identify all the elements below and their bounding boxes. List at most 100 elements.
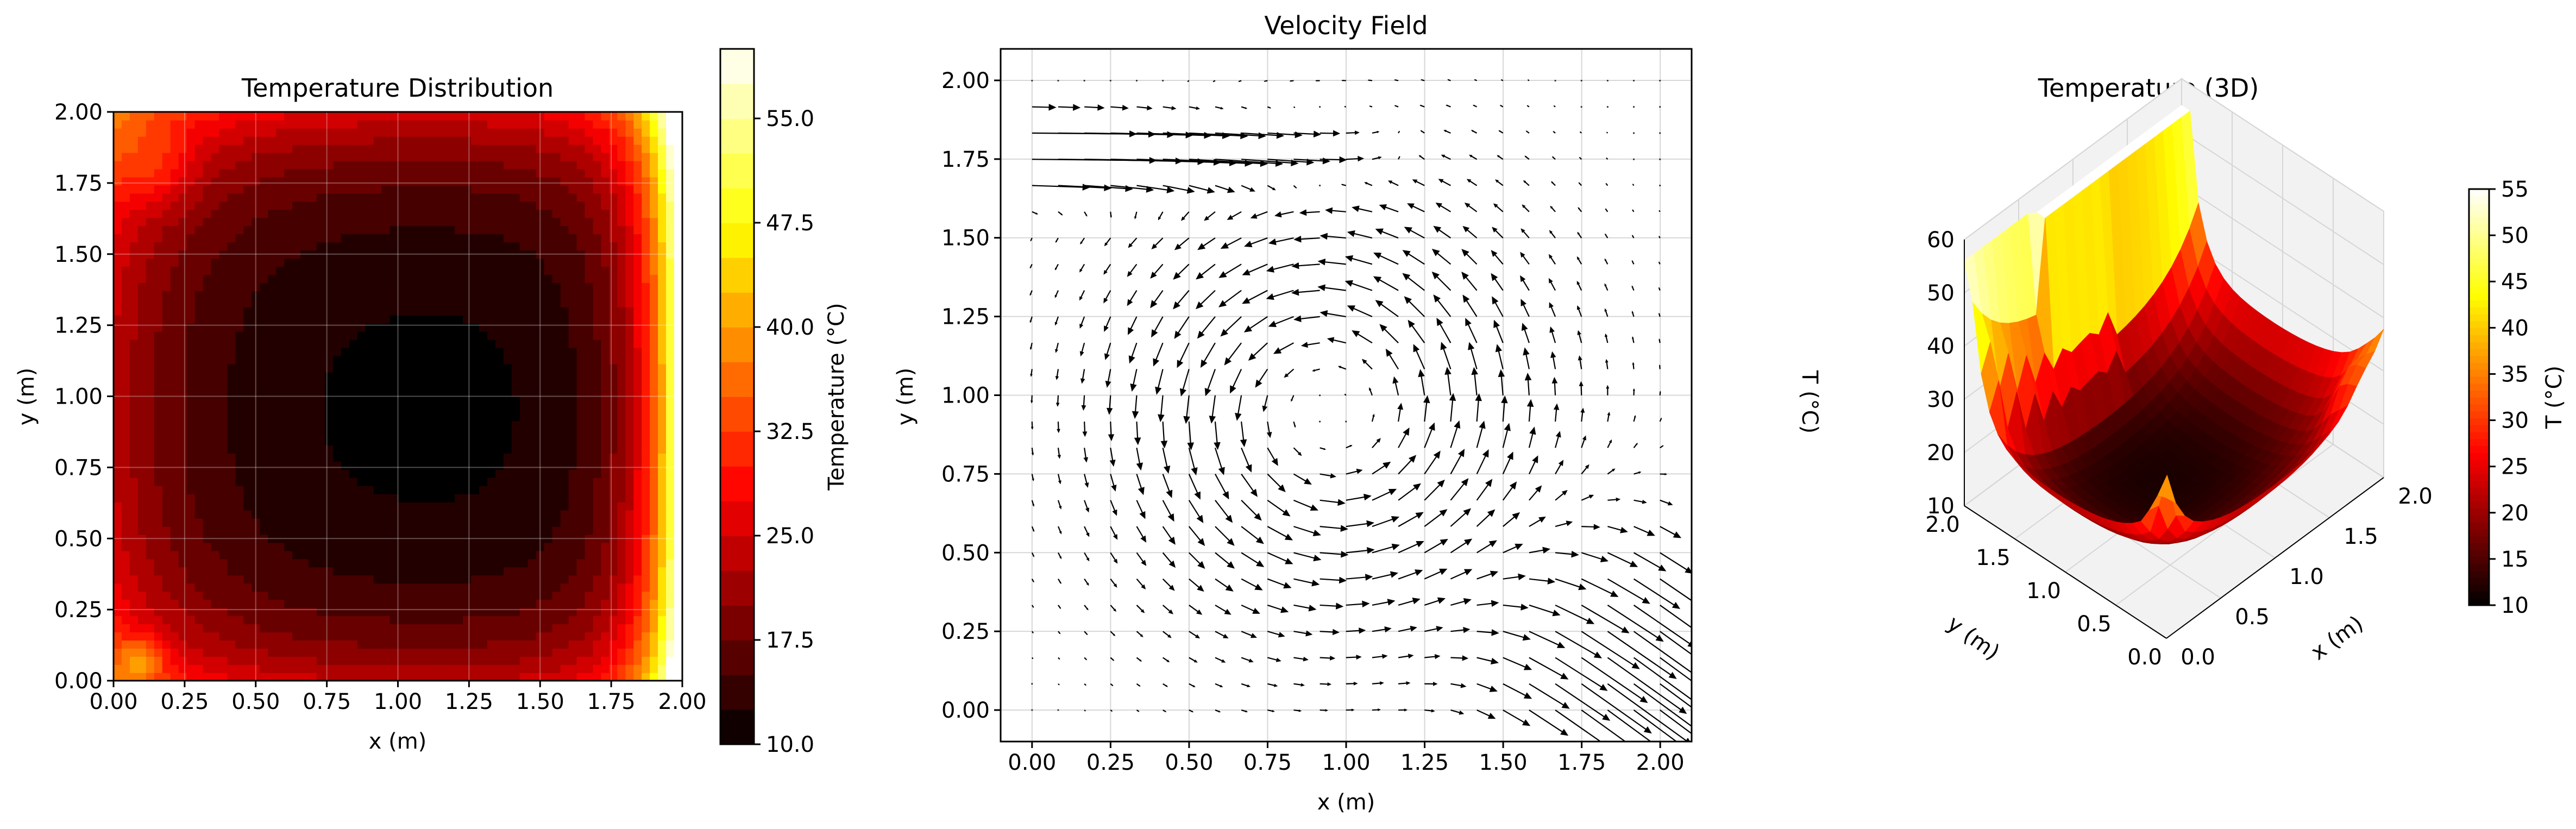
- contour-cell: [406, 599, 415, 608]
- contour-cell: [162, 234, 171, 243]
- contour-cell: [527, 445, 537, 454]
- contour-cell: [552, 420, 561, 430]
- contour-cell: [203, 177, 212, 186]
- contour-cell: [324, 534, 334, 543]
- contour-cell: [381, 323, 391, 332]
- contour-cell: [576, 510, 586, 519]
- contour-cell: [349, 575, 358, 584]
- contour-cell: [121, 347, 130, 356]
- contour-cell: [552, 396, 561, 405]
- contour-cell: [154, 315, 163, 324]
- contour-cell: [544, 388, 553, 397]
- contour-cell: [154, 648, 163, 657]
- contour-cell: [203, 575, 212, 584]
- contour-cell: [268, 550, 277, 560]
- contour-cell: [349, 567, 358, 576]
- contour-cell: [625, 461, 634, 470]
- contour-cell: [479, 558, 488, 568]
- contour-cell: [609, 493, 618, 503]
- contour-cell: [146, 274, 155, 283]
- contour-cell: [666, 412, 675, 422]
- contour-cell: [438, 323, 448, 332]
- contour-cell: [389, 429, 399, 438]
- contour-cell: [324, 209, 334, 218]
- contour-cell: [154, 339, 163, 348]
- contour-cell: [406, 193, 415, 202]
- contour-cell: [463, 550, 472, 560]
- contour-cell: [398, 282, 407, 291]
- contour-cell: [633, 404, 643, 413]
- contour-cell: [300, 177, 309, 186]
- contour-cell: [463, 160, 472, 169]
- contour-cell: [593, 323, 602, 332]
- contour-cell: [137, 168, 147, 178]
- contour-cell: [260, 501, 268, 511]
- contour-cell: [576, 315, 586, 324]
- contour-cell: [114, 258, 122, 267]
- contour-cell: [422, 616, 431, 625]
- contour-cell: [316, 185, 325, 194]
- contour-cell: [414, 575, 423, 584]
- contour-cell: [666, 185, 675, 194]
- contour-cell: [332, 193, 342, 202]
- contour-cell: [389, 567, 399, 576]
- contour-cell: [503, 185, 512, 194]
- contour-cell: [162, 501, 171, 511]
- contour-cell: [194, 501, 204, 511]
- contour-cell: [552, 388, 561, 397]
- contour-cell: [438, 234, 448, 243]
- contour-cell: [268, 510, 277, 519]
- contour-cell: [650, 591, 658, 600]
- contour-cell: [406, 412, 415, 422]
- contour-cell: [552, 209, 561, 218]
- contour-cell: [422, 234, 431, 243]
- contour-cell: [495, 583, 504, 592]
- contour-cell: [642, 225, 650, 235]
- contour-cell: [276, 558, 285, 568]
- contour-cell: [527, 583, 537, 592]
- contour-cell: [349, 144, 358, 153]
- contour-cell: [414, 120, 423, 129]
- contour-cell: [617, 258, 626, 267]
- contour-cell: [284, 331, 293, 340]
- contour-cell: [674, 380, 682, 389]
- contour-cell: [447, 396, 455, 405]
- contour-cell: [316, 599, 325, 608]
- contour-cell: [463, 372, 472, 381]
- contour-cell: [536, 185, 545, 194]
- contour-cell: [406, 437, 415, 446]
- contour-cell: [243, 347, 253, 356]
- contour-cell: [219, 526, 228, 535]
- contour-cell: [129, 632, 139, 641]
- contour-cell: [114, 396, 122, 405]
- contour-cell: [479, 250, 488, 259]
- colorbar1-frame: [719, 48, 755, 745]
- contour-cell: [243, 445, 253, 454]
- contour-cell: [211, 242, 220, 251]
- contour-cell: [593, 412, 602, 422]
- contour-cell: [406, 274, 415, 283]
- contour-cell: [389, 258, 399, 267]
- contour-cell: [114, 501, 122, 511]
- contour-cell: [536, 331, 545, 340]
- contour-cell: [585, 518, 594, 527]
- contour-cell: [536, 567, 545, 576]
- contour-cell: [114, 429, 122, 438]
- contour-cell: [617, 404, 626, 413]
- contour-cell: [422, 429, 431, 438]
- contour-cell: [114, 339, 122, 348]
- contour-cell: [137, 607, 147, 617]
- contour-cell: [666, 429, 675, 438]
- contour-cell: [471, 445, 480, 454]
- contour-cell: [341, 673, 350, 681]
- contour-cell: [373, 306, 382, 316]
- contour-cell: [308, 558, 317, 568]
- contour-cell: [154, 599, 163, 608]
- contour-cell: [576, 624, 586, 633]
- contour-cell: [341, 486, 350, 494]
- contour-cell: [430, 201, 439, 210]
- contour-cell: [276, 291, 285, 299]
- contour-cell: [341, 250, 350, 259]
- contour-cell: [666, 258, 675, 267]
- contour-cell: [625, 445, 634, 454]
